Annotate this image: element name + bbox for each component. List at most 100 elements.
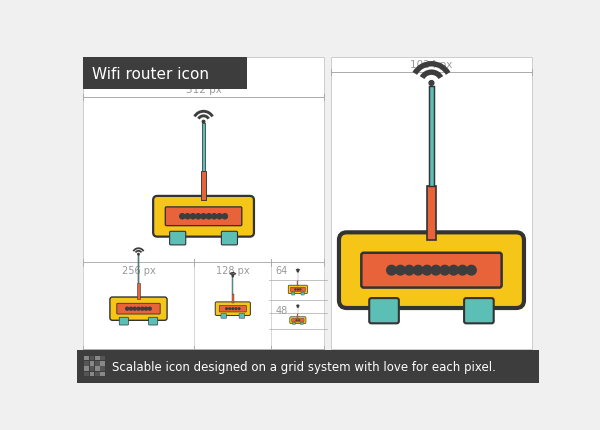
FancyBboxPatch shape: [221, 314, 227, 319]
FancyBboxPatch shape: [117, 304, 160, 314]
Circle shape: [235, 308, 237, 310]
Circle shape: [413, 266, 423, 275]
FancyBboxPatch shape: [361, 253, 502, 288]
FancyBboxPatch shape: [170, 232, 186, 246]
Bar: [83, 263, 194, 349]
Circle shape: [431, 266, 441, 275]
Bar: [95, 361, 100, 366]
Circle shape: [196, 214, 201, 219]
Bar: [95, 356, 100, 360]
Bar: [95, 366, 100, 371]
FancyBboxPatch shape: [153, 197, 254, 237]
Bar: [83, 58, 247, 90]
Bar: [194, 263, 271, 349]
Bar: [89, 361, 94, 366]
Bar: [84, 366, 89, 371]
FancyBboxPatch shape: [301, 292, 304, 295]
Circle shape: [133, 307, 136, 310]
FancyBboxPatch shape: [119, 317, 128, 325]
FancyBboxPatch shape: [221, 232, 238, 246]
Circle shape: [185, 214, 190, 219]
Circle shape: [217, 214, 222, 219]
Bar: [232, 294, 233, 304]
Circle shape: [138, 254, 139, 255]
Bar: [100, 356, 105, 360]
Circle shape: [395, 266, 405, 275]
Text: 1024 px: 1024 px: [410, 60, 452, 70]
Bar: [427, 187, 436, 240]
FancyBboxPatch shape: [290, 317, 306, 324]
Circle shape: [387, 266, 397, 275]
Circle shape: [179, 214, 185, 219]
FancyBboxPatch shape: [301, 322, 303, 325]
Bar: [77, 350, 539, 383]
Bar: [89, 366, 94, 371]
Bar: [100, 361, 105, 366]
FancyBboxPatch shape: [219, 306, 247, 312]
Circle shape: [206, 214, 211, 219]
FancyBboxPatch shape: [339, 233, 524, 308]
Circle shape: [458, 266, 467, 275]
FancyBboxPatch shape: [464, 298, 494, 323]
Text: Scalable icon designed on a grid system with love for each pixel.: Scalable icon designed on a grid system …: [112, 360, 496, 373]
Circle shape: [202, 121, 205, 124]
FancyBboxPatch shape: [165, 207, 242, 226]
FancyBboxPatch shape: [288, 286, 308, 294]
Circle shape: [404, 266, 414, 275]
Circle shape: [449, 266, 458, 275]
Circle shape: [229, 308, 230, 310]
Circle shape: [300, 289, 301, 290]
Bar: [84, 361, 89, 366]
Circle shape: [232, 308, 233, 310]
Circle shape: [238, 308, 240, 310]
Bar: [89, 356, 94, 360]
Bar: [232, 277, 233, 294]
FancyBboxPatch shape: [293, 322, 295, 325]
FancyBboxPatch shape: [369, 298, 399, 323]
Circle shape: [148, 307, 151, 310]
Text: Wifi router icon: Wifi router icon: [92, 66, 209, 81]
Circle shape: [190, 214, 196, 219]
Circle shape: [226, 308, 227, 310]
Bar: [331, 58, 532, 349]
Bar: [84, 372, 89, 377]
Circle shape: [137, 307, 140, 310]
Bar: [271, 263, 325, 349]
Bar: [100, 366, 105, 371]
Circle shape: [232, 276, 233, 277]
Bar: [429, 87, 434, 187]
Bar: [95, 372, 100, 377]
Text: 256 px: 256 px: [122, 266, 155, 276]
Circle shape: [296, 320, 297, 321]
Circle shape: [297, 271, 298, 272]
Circle shape: [429, 81, 434, 86]
Bar: [100, 372, 105, 377]
Circle shape: [222, 214, 227, 219]
Circle shape: [201, 214, 206, 219]
Circle shape: [467, 266, 476, 275]
Text: 64: 64: [275, 266, 287, 276]
Text: 512 px: 512 px: [185, 85, 221, 95]
Circle shape: [145, 307, 148, 310]
FancyBboxPatch shape: [290, 288, 305, 292]
Text: 48: 48: [275, 305, 287, 315]
Bar: [84, 356, 89, 360]
Bar: [201, 172, 206, 201]
Circle shape: [125, 307, 128, 310]
Circle shape: [297, 306, 298, 307]
FancyBboxPatch shape: [239, 314, 245, 319]
FancyBboxPatch shape: [292, 292, 295, 295]
Bar: [137, 283, 140, 300]
Text: 128 px: 128 px: [216, 266, 250, 276]
Bar: [89, 372, 94, 377]
Circle shape: [295, 289, 296, 290]
Circle shape: [422, 266, 432, 275]
Bar: [137, 255, 139, 283]
Bar: [83, 58, 325, 349]
FancyBboxPatch shape: [215, 302, 250, 316]
Circle shape: [440, 266, 449, 275]
FancyBboxPatch shape: [110, 297, 167, 321]
FancyBboxPatch shape: [292, 319, 304, 322]
Circle shape: [212, 214, 217, 219]
Bar: [202, 124, 205, 172]
